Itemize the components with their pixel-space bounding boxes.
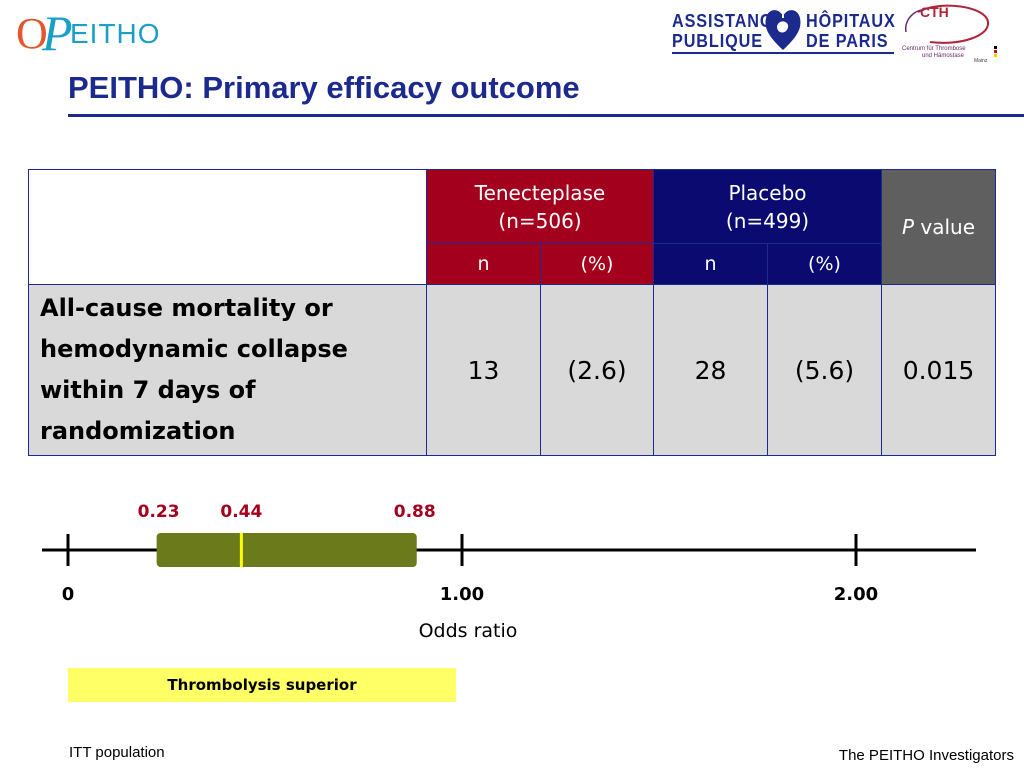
tenecteplase-pct-value: (2.6) [540,284,654,456]
placebo-pct-header: (%) [767,243,882,285]
thrombolysis-superior-box: Thrombolysis superior [68,668,456,702]
placebo-n-header: n [653,243,768,285]
peitho-logo-o: O [16,9,48,58]
page-title: PEITHO: Primary efficacy outcome [68,70,580,105]
aphp-line2-right: DE PARIS [806,31,889,51]
footer-population: ITT population [69,744,165,761]
aphp-heart-icon [765,10,801,50]
cth-sub-line1: Centrum für Thrombose [902,46,966,52]
cth-logo-sub: Centrum für Thrombose und Hämostase [902,46,966,60]
table-corner-cell [28,169,427,285]
cth-sub-line2: und Hämostase [922,52,965,59]
ci-lower-label: 0.23 [138,502,180,522]
aphp-line2-left: PUBLIQUE [672,31,763,51]
odds-ratio-tick-label-2: 2.00 [834,584,878,605]
ci-upper-label: 0.88 [394,502,436,522]
cth-swirl-icon [905,4,997,57]
tenecteplase-name: Tenecteplase [474,180,606,205]
placebo-n-value: 28 [653,284,768,456]
tenecteplase-count: (n=506) [498,208,582,233]
confidence-interval-bar [156,533,417,567]
p-value-header: P value [881,169,996,285]
odds-ratio-chart: 0 1.00 2.00 0.23 0.44 0.88 Odds ratio [42,502,976,642]
p-value-header-rest: value [914,215,976,239]
aphp-logo: ASSISTANCE PUBLIQUE HÔPITAUX DE PARIS [672,4,898,56]
tenecteplase-n-value: 13 [426,284,541,456]
aphp-underline [672,52,894,54]
placebo-name: Placebo [728,180,807,205]
aphp-line1-left: ASSISTANCE [672,11,785,31]
footer-investigators: The PEITHO Investigators [838,747,1014,764]
placebo-header: Placebo (n=499) [653,169,882,244]
placebo-count: (n=499) [725,208,810,233]
odds-ratio-tick-label-0: 0 [62,584,75,605]
title-rule [68,114,1024,117]
odds-ratio-axis-title: Odds ratio [419,620,518,642]
tenecteplase-header: Tenecteplase (n=506) [426,169,654,244]
p-value-header-italic: P [901,215,915,239]
peitho-logo-p: P [42,5,73,61]
peitho-logo: O P EITHO [16,5,160,61]
aphp-line1-right: HÔPITAUX [806,11,896,31]
cth-mainz: Mainz [974,58,988,64]
tenecteplase-n-header: n [426,243,541,285]
cth-logo: CTH Centrum für Thrombose und Hämostase … [900,2,1020,64]
p-value: 0.015 [881,284,996,456]
tenecteplase-pct-header: (%) [540,243,654,285]
point-estimate-label: 0.44 [220,502,262,522]
peitho-logo-rest: EITHO [70,18,161,49]
odds-ratio-ticks: 0 1.00 2.00 [62,534,878,605]
outcome-label: All-cause mortality or hemodynamic colla… [28,284,427,456]
odds-ratio-tick-label-1: 1.00 [440,584,484,605]
results-table: Tenecteplase (n=506) Placebo (n=499) P v… [28,169,996,456]
cth-logo-text: CTH [920,4,949,20]
placebo-pct-value: (5.6) [767,284,882,456]
